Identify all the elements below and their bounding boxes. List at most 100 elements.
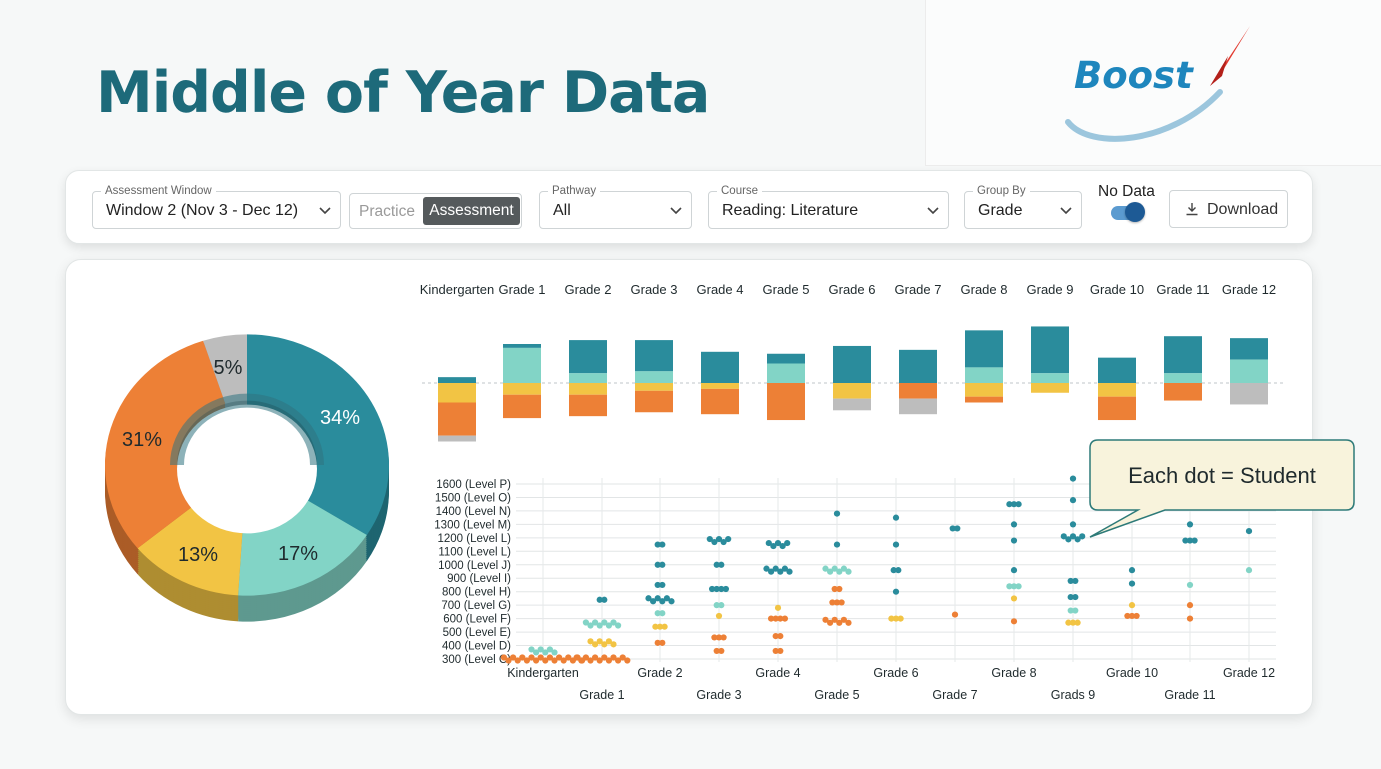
scatter-point bbox=[840, 616, 848, 623]
scatter-point bbox=[1065, 619, 1072, 626]
scatter-point bbox=[1010, 595, 1018, 602]
scatter-point bbox=[528, 646, 535, 653]
scatter-x-label: Grade 8 bbox=[991, 666, 1036, 680]
scatter-point bbox=[836, 619, 843, 626]
practice-tab[interactable]: Practice bbox=[359, 203, 415, 220]
scatter-point bbox=[892, 514, 900, 521]
scatter-point bbox=[551, 657, 558, 664]
scatter-point bbox=[781, 615, 789, 622]
scatter-point bbox=[565, 654, 572, 661]
scatter-point bbox=[722, 585, 730, 593]
scatter-point bbox=[1191, 537, 1198, 544]
donut-slice bbox=[247, 334, 389, 536]
download-icon bbox=[1186, 203, 1198, 216]
scatter-point bbox=[836, 585, 843, 593]
scatter-point bbox=[1069, 619, 1077, 626]
course-label: Course bbox=[717, 184, 763, 198]
scatter-point bbox=[1072, 577, 1079, 585]
group-by-value: Grade bbox=[978, 202, 1023, 219]
scatter-y-tick-label: 500 (Level E) bbox=[443, 627, 512, 639]
scatter-y-tick-label: 600 (Level F) bbox=[443, 614, 511, 626]
scatter-point bbox=[827, 568, 834, 575]
course-value: Reading: Literature bbox=[722, 202, 859, 219]
bar-category-label: Grade 5 bbox=[763, 282, 810, 297]
bar-segment bbox=[701, 383, 739, 389]
scatter-point bbox=[772, 647, 779, 655]
scatter-point bbox=[765, 539, 772, 547]
course-select[interactable]: Course Reading: Literature bbox=[708, 184, 949, 229]
scatter-point bbox=[1072, 607, 1079, 614]
mode-toggle: Practice Assessment bbox=[349, 193, 522, 229]
no-data-toggle-knob[interactable] bbox=[1125, 202, 1145, 222]
bar-segment bbox=[1031, 373, 1069, 383]
scatter-point bbox=[605, 622, 613, 629]
pathway-value: All bbox=[553, 202, 571, 219]
bar-segment bbox=[767, 383, 805, 421]
scatter-point bbox=[1015, 501, 1022, 508]
scatter-y-tick-label: 1300 (Level M) bbox=[434, 519, 511, 531]
scatter-x-label: Grade 10 bbox=[1106, 666, 1158, 680]
scatter-x-label: Kindergarten bbox=[507, 666, 579, 680]
scatter-point bbox=[1245, 567, 1253, 574]
scatter-point bbox=[1182, 537, 1189, 544]
scatter-point bbox=[892, 541, 900, 548]
scatter-point bbox=[949, 525, 956, 532]
scatter-point bbox=[1128, 602, 1136, 609]
donut-slice bbox=[238, 499, 367, 596]
download-button[interactable]: Download bbox=[1169, 190, 1288, 228]
scatter-point bbox=[1186, 602, 1194, 609]
scatter-point bbox=[718, 561, 725, 568]
donut-data-label: 5% bbox=[214, 357, 243, 379]
scatter-point bbox=[596, 657, 603, 664]
logo-panel bbox=[925, 0, 1381, 166]
scatter-point bbox=[836, 568, 843, 575]
bar-segment bbox=[438, 435, 476, 442]
scatter-point bbox=[725, 535, 732, 543]
scatter-point bbox=[784, 539, 791, 547]
scatter-point bbox=[615, 657, 622, 664]
bar-segment bbox=[767, 353, 805, 364]
pathway-select[interactable]: Pathway All bbox=[539, 184, 692, 229]
scatter-point bbox=[542, 657, 549, 664]
scatter-point bbox=[711, 538, 718, 546]
bar-category-label: Grade 4 bbox=[697, 282, 744, 297]
scatter-point bbox=[533, 657, 540, 664]
scatter-point bbox=[895, 567, 902, 574]
scatter-point bbox=[709, 585, 716, 593]
scatter-point bbox=[1133, 612, 1140, 620]
bar-category-label: Grade 6 bbox=[829, 282, 876, 297]
scatter-point bbox=[772, 565, 779, 572]
assessment-window-value: Window 2 (Nov 3 - Dec 12) bbox=[106, 202, 299, 219]
scatter-point bbox=[779, 542, 786, 550]
scatter-point bbox=[654, 639, 661, 646]
scatter-point bbox=[542, 649, 549, 656]
scatter-point bbox=[718, 602, 725, 609]
scatter-point bbox=[1067, 607, 1074, 614]
chevron-down-icon bbox=[319, 207, 331, 215]
donut-slice bbox=[104, 340, 226, 549]
callout-text: Each dot = Student bbox=[1128, 463, 1316, 488]
scatter-point bbox=[822, 616, 829, 623]
scatter-point bbox=[656, 623, 664, 630]
scatter-point bbox=[601, 641, 608, 648]
bar-category-label: Grade 2 bbox=[565, 282, 612, 297]
scatter-point bbox=[592, 641, 599, 648]
scatter-point bbox=[654, 595, 661, 602]
bar-segment bbox=[701, 351, 739, 383]
scatter-point bbox=[1069, 475, 1077, 482]
bar-segment bbox=[1164, 373, 1202, 383]
scatter-point bbox=[1186, 615, 1194, 622]
assessment-tab[interactable]: Assessment bbox=[423, 197, 520, 225]
scatter-point bbox=[652, 623, 659, 630]
scatter-point bbox=[1124, 612, 1131, 620]
no-data-label: No Data bbox=[1098, 183, 1155, 200]
scatter-point bbox=[592, 654, 599, 661]
assessment-window-select[interactable]: Assessment Window Window 2 (Nov 3 - Dec … bbox=[92, 184, 341, 229]
scatter-point bbox=[1186, 581, 1194, 589]
scatter-point bbox=[1079, 533, 1086, 540]
group-by-select[interactable]: Group By Grade bbox=[964, 184, 1082, 229]
scatter-point bbox=[601, 619, 608, 626]
scatter-point bbox=[833, 599, 841, 606]
bar-segment bbox=[965, 383, 1003, 397]
scatter-point bbox=[587, 638, 594, 645]
